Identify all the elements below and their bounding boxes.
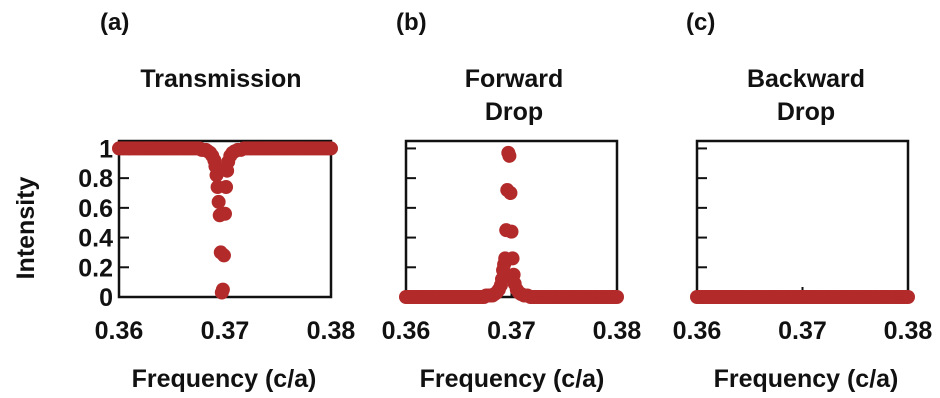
data-point [218,206,232,221]
x-axis-label-b: Frequency (c/a) [420,365,605,393]
data-point [901,290,915,304]
x-axis-label-a: Frequency (c/a) [132,365,317,393]
data-point [504,224,519,239]
y-tick-label: 0.8 [78,165,113,193]
x-tick-label: 0.36 [382,317,431,345]
panel-title-b-line2: Drop [485,98,543,126]
panel-label-b: (b) [396,9,427,36]
data-point [324,141,338,156]
x-tick-label: 0.38 [884,317,933,345]
y-tick-label: 0.2 [78,254,113,282]
data-point [216,248,231,263]
panel-b: (b) Forward Drop 0.36 0.37 0.38 Frequency … [382,9,642,393]
data-point [211,194,226,209]
data-point [502,148,517,163]
x-tick-label: 0.36 [673,317,722,345]
data-point [503,186,518,200]
plot-area-b: 0.36 0.37 0.38 [382,139,642,345]
x-tick-label: 0.36 [95,317,144,345]
panel-label-a: (a) [100,9,129,36]
x-tick-label: 0.38 [593,317,642,345]
x-tick-label: 0.37 [778,317,827,345]
panel-title-b-line1: Forward [465,65,564,93]
plot-frame [695,139,910,299]
y-axis-label: Intensity [12,177,40,280]
plot-area-c: 0.36 0.37 0.38 [673,139,933,345]
panel-title-c-line1: Backward [747,65,865,93]
panel-title-c-line2: Drop [777,98,835,126]
data-point [219,180,234,195]
y-tick-label: 0.6 [78,195,113,223]
x-axis-label-c: Frequency (c/a) [714,365,899,393]
panel-title-a-line1: Transmission [140,65,301,93]
x-tick-label: 0.37 [201,317,250,345]
y-tick-label: 0 [99,284,113,312]
panel-a: (a) Transmission 00.20.40.60.810.36 0.37 0… [12,9,355,393]
plot-area-a: 00.20.40.60.81 0.36 0.37 0.38 [78,135,355,345]
data-point [610,290,624,304]
data-point [215,282,230,297]
data-point [505,251,520,266]
panel-c: (c) Backward Drop 0.36 0.37 0.38 Frequency… [673,9,933,393]
x-tick-label: 0.37 [487,317,536,345]
panel-label-c: (c) [686,9,715,36]
y-tick-label: 1 [99,135,113,163]
data-point [209,168,224,183]
x-tick-label: 0.38 [307,317,356,345]
y-tick-label: 0.4 [78,225,113,253]
